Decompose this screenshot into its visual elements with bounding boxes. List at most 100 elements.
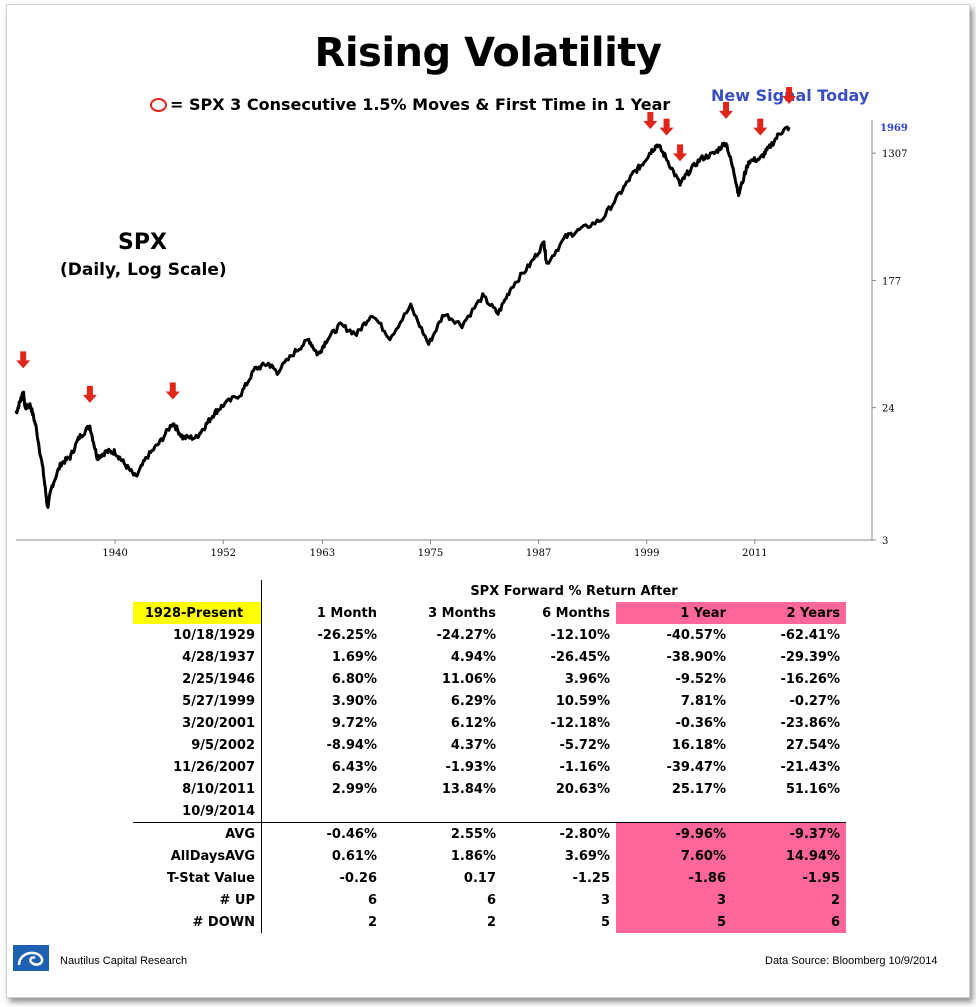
table-column-header: 1 Year [616, 602, 732, 624]
row-date: 4/28/1937 [182, 649, 255, 665]
signal-arrow-icon [16, 351, 31, 369]
last-value-label: 1969 [880, 123, 908, 134]
table-cell: 13.84% [441, 781, 496, 797]
table-cell: 3.96% [564, 671, 610, 687]
summary-cell: 3 [616, 889, 732, 911]
circle-marker-icon [150, 97, 167, 112]
table-cell: 6.12% [450, 715, 496, 731]
summary-cell: -1.86 [616, 867, 732, 889]
summary-cell: 2 [261, 911, 383, 933]
table-cell: -0.27% [789, 693, 841, 709]
table-cell: 51.16% [785, 781, 840, 797]
signal-arrow-icon [753, 118, 768, 136]
table-row: 4/28/1937 1.69% 4.94% -26.45% -38.90% -29.39% [133, 646, 846, 668]
table-cell: 4.94% [450, 649, 496, 665]
table-row: 10/18/1929 -26.25% -24.27% -12.10% -40.57% -6… [133, 624, 846, 646]
summary-cell: 2.55% [383, 822, 502, 845]
table-cell: 11.06% [441, 671, 496, 687]
summary-cell: -2.80% [502, 822, 616, 845]
table-cell: 1.69% [261, 646, 383, 668]
table-row: 8/10/2011 2.99% 13.84% 20.63% 25.17% 51.16% [133, 778, 846, 800]
table-cell: 9.72% [261, 712, 383, 734]
summary-cell: 14.94% [732, 845, 846, 867]
x-tick-label: 1999 [634, 548, 659, 559]
table-cell: 20.63% [555, 781, 610, 797]
x-tick-label: 1963 [310, 548, 335, 559]
x-tick-label: 1975 [418, 548, 443, 559]
page-title: Rising Volatility [314, 30, 662, 76]
table-cell [261, 800, 383, 823]
series-label: SPX [118, 230, 167, 255]
table-cell: -38.90% [666, 649, 726, 665]
summary-cell: 7.60% [616, 845, 732, 867]
table-cell: 6.43% [261, 756, 383, 778]
row-date: 5/27/1999 [182, 693, 255, 709]
table-cell: -12.18% [550, 715, 610, 731]
table-group-header-row: SPX Forward % Return After [133, 580, 846, 602]
legend-text: = SPX 3 Consecutive 1.5% Moves & First T… [170, 95, 671, 114]
table-cell [502, 800, 616, 823]
row-date: 2/25/1946 [182, 671, 255, 687]
table-cell [383, 800, 502, 823]
table-cell [616, 800, 732, 823]
table-cell: -8.94% [261, 734, 383, 756]
table-cell: -23.86% [780, 715, 840, 731]
table-cell: -26.45% [550, 649, 610, 665]
row-date: 10/9/2014 [182, 803, 255, 819]
summary-cell: -9.96% [616, 822, 732, 845]
table-cell: -62.41% [780, 627, 840, 643]
table-cell [732, 800, 846, 823]
summary-cell: 6 [261, 889, 383, 911]
signal-arrow-icon [659, 118, 674, 136]
summary-cell: -1.95 [732, 867, 846, 889]
signal-arrow-icon [165, 382, 180, 400]
table-cell: -12.10% [550, 627, 610, 643]
table-cell: -5.72% [559, 737, 611, 753]
table-cell: 4.37% [450, 737, 496, 753]
summary-cell: 5 [616, 911, 732, 933]
table-cell: 6.29% [450, 693, 496, 709]
footer-source: Data Source: Bloomberg 10/9/2014 [765, 955, 938, 967]
table-row: 3/20/2001 9.72% 6.12% -12.18% -0.36% -23.86% [133, 712, 846, 734]
summary-row: AllDaysAVG 0.61% 1.86% 3.69% 7.60% 14.94% [133, 845, 846, 867]
summary-label: T-Stat Value [166, 870, 255, 886]
table-cell [133, 580, 262, 602]
signal-arrow-icon [782, 87, 797, 105]
table-column-header: 1 Month [261, 602, 383, 624]
summary-cell: 0.61% [261, 845, 383, 867]
row-date: 3/20/2001 [182, 715, 255, 731]
spx-chart: 1940 1952 1963 1975 1987 1999 2011 3 24 177 1307 19… [14, 87, 908, 559]
summary-cell: 5 [600, 914, 610, 930]
summary-label: # UP [219, 892, 255, 908]
table-group-header: SPX Forward % Return After [261, 580, 846, 602]
summary-row: # UP 6 6 3 3 2 [133, 889, 846, 911]
returns-table: SPX Forward % Return After 1928-Present 1 … [133, 580, 846, 933]
summary-cell: 1.86% [450, 848, 496, 864]
nautilus-logo-icon [13, 945, 49, 971]
table-column-header: 2 Years [732, 602, 846, 624]
table-cell: -1.93% [445, 759, 497, 775]
chart-axes: 1940 1952 1963 1975 1987 1999 2011 3 24 177 1307 19… [16, 120, 908, 559]
signal-arrow-icon [673, 144, 688, 162]
table-cell: 27.54% [785, 737, 840, 753]
table-cell: -1.16% [559, 759, 611, 775]
summary-cell: 6 [486, 892, 496, 908]
series-sublabel: (Daily, Log Scale) [60, 260, 227, 280]
legend-line: = SPX 3 Consecutive 1.5% Moves & First T… [150, 95, 670, 114]
summary-cell: 0.17 [463, 870, 496, 886]
row-date: 11/26/2007 [173, 759, 255, 775]
table-cell: 7.81% [680, 693, 726, 709]
table-cell: 10.59% [555, 693, 610, 709]
y-tick-label: 3 [882, 536, 888, 547]
table-cell: 2.99% [261, 778, 383, 800]
footer-company: Nautilus Capital Research [60, 955, 188, 967]
table-row: 11/26/2007 6.43% -1.93% -1.16% -39.47% -21.43… [133, 756, 846, 778]
y-tick-label: 24 [882, 404, 895, 415]
table-row: 10/9/2014 [133, 800, 846, 823]
summary-cell: -0.46% [261, 822, 383, 845]
y-tick-label: 177 [882, 276, 901, 287]
period-label: 1928-Present [133, 602, 262, 624]
signal-arrow-icon [643, 112, 658, 130]
table-cell: -9.52% [675, 671, 727, 687]
table-row: 9/5/2002 -8.94% 4.37% -5.72% 16.18% 27.54% [133, 734, 846, 756]
